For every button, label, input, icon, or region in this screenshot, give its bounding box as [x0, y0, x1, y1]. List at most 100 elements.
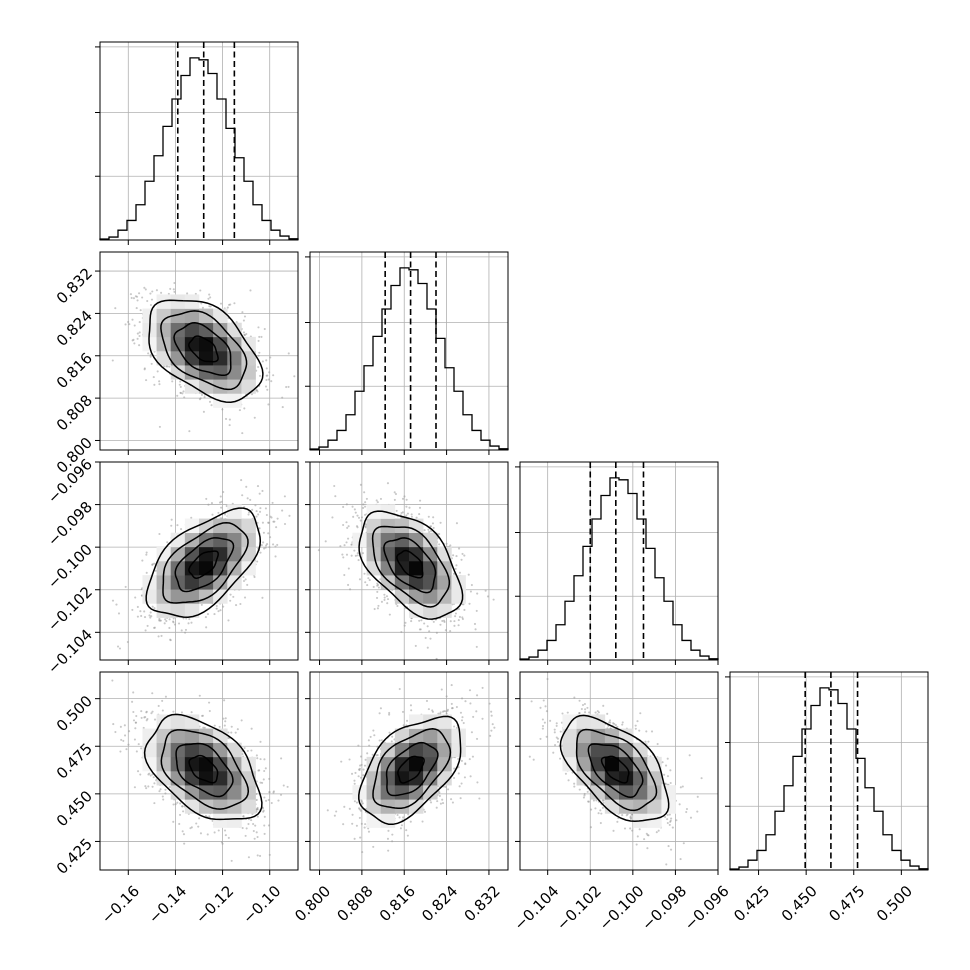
sample-point	[668, 813, 671, 816]
sample-point	[545, 735, 548, 738]
sample-point	[441, 802, 445, 805]
sample-point	[173, 290, 176, 293]
sample-point	[377, 604, 380, 607]
sample-point	[488, 702, 491, 705]
sample-point	[459, 711, 463, 714]
sample-point	[170, 524, 173, 527]
sample-point	[408, 506, 411, 509]
sample-point	[213, 613, 216, 616]
sample-point	[138, 331, 141, 334]
sample-point	[356, 552, 359, 555]
sample-point	[267, 798, 270, 801]
sample-point	[179, 802, 182, 805]
sample-point	[342, 505, 345, 509]
sample-point	[256, 835, 259, 839]
sample-point	[445, 695, 448, 698]
sample-point	[221, 842, 224, 845]
sample-point	[224, 717, 227, 720]
sample-point	[343, 805, 346, 808]
sample-point	[163, 622, 166, 625]
sample-point	[176, 524, 179, 527]
density-cell	[184, 336, 200, 352]
sample-point	[205, 497, 208, 500]
sample-point	[353, 782, 356, 785]
sample-point	[228, 424, 231, 427]
sample-point	[140, 614, 143, 618]
sample-point	[200, 393, 204, 396]
sample-point	[553, 731, 556, 734]
sample-point	[584, 708, 587, 711]
density-cell	[562, 714, 577, 729]
diag-panel-frame	[99, 41, 299, 241]
sample-point	[462, 603, 465, 606]
sample-point	[360, 763, 363, 766]
sample-point	[377, 586, 380, 589]
sample-point	[246, 749, 249, 752]
sample-point	[490, 714, 493, 717]
sample-point	[345, 503, 348, 506]
sample-point	[481, 717, 484, 720]
sample-point	[263, 328, 266, 331]
sample-point	[257, 339, 260, 342]
density-cell	[213, 742, 228, 758]
density-cell	[184, 322, 200, 338]
density-cell	[394, 742, 410, 758]
sample-point	[555, 736, 558, 739]
sample-point	[172, 288, 175, 291]
sample-point	[270, 516, 273, 519]
sample-point	[464, 763, 467, 766]
sample-point	[208, 710, 211, 713]
sample-point	[176, 801, 179, 804]
sample-point	[669, 769, 672, 772]
sample-point	[241, 827, 244, 830]
sample-point	[149, 303, 153, 307]
sample-point	[669, 848, 673, 851]
sample-point	[362, 503, 365, 506]
density-cell	[184, 714, 200, 729]
sample-point	[281, 396, 284, 399]
sample-point	[447, 788, 450, 791]
sample-point	[252, 829, 255, 833]
sample-point	[398, 816, 401, 819]
sample-point	[241, 753, 244, 756]
sample-point	[614, 724, 617, 727]
sample-point	[136, 337, 139, 340]
sample-point	[602, 801, 605, 804]
sample-point	[368, 744, 371, 747]
y-tick-label: 0.824	[53, 307, 96, 350]
sample-point	[559, 730, 562, 733]
sample-point	[257, 326, 260, 329]
sample-point	[267, 532, 270, 535]
sample-point	[378, 712, 381, 715]
density-cell	[241, 756, 256, 772]
sample-point	[141, 559, 144, 562]
sample-point	[401, 511, 404, 514]
sample-point	[472, 715, 475, 718]
sample-point	[255, 798, 258, 801]
sample-point	[367, 830, 371, 833]
density-cell	[199, 589, 214, 604]
sample-point	[123, 734, 127, 737]
sample-point	[164, 792, 167, 795]
histogram-param-3	[729, 687, 929, 870]
sample-point	[678, 803, 681, 806]
sample-point	[187, 622, 190, 625]
sample-point	[493, 726, 496, 729]
sample-point	[268, 371, 271, 374]
sample-point	[268, 790, 271, 794]
density-cell	[184, 603, 200, 618]
sample-point	[461, 697, 464, 700]
sample-point	[463, 608, 466, 611]
density-cell	[227, 393, 242, 408]
sample-point	[357, 559, 360, 562]
sample-point	[247, 513, 250, 516]
sample-point	[246, 583, 249, 586]
sample-point	[444, 710, 447, 713]
sample-point	[182, 617, 185, 620]
sample-point	[253, 837, 256, 840]
y-tick-label: −0.104	[44, 626, 96, 678]
sample-point	[149, 355, 152, 358]
sample-point	[111, 599, 115, 602]
sample-point	[596, 710, 599, 713]
sample-point	[612, 829, 615, 832]
